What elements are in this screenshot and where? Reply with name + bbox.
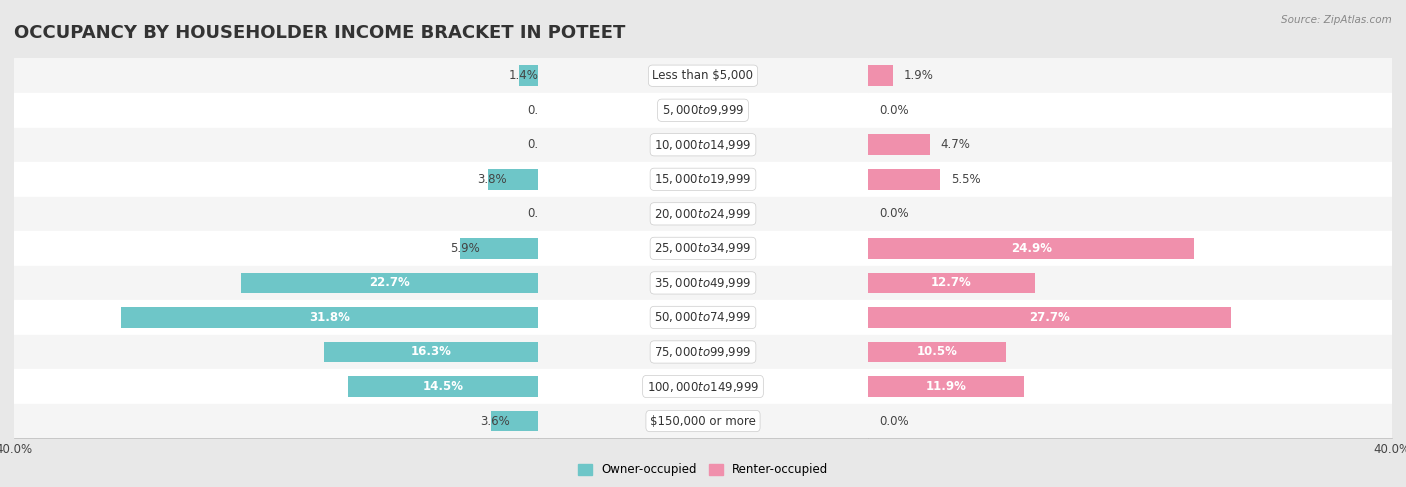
Text: 0.0%: 0.0% [527, 104, 557, 117]
Legend: Owner-occupied, Renter-occupied: Owner-occupied, Renter-occupied [572, 459, 834, 481]
Text: $150,000 or more: $150,000 or more [650, 414, 756, 428]
Text: 12.7%: 12.7% [931, 277, 972, 289]
Bar [869, 65, 893, 86]
Text: 24.9%: 24.9% [1011, 242, 1052, 255]
Bar [14, 128, 537, 162]
Text: $50,000 to $74,999: $50,000 to $74,999 [654, 310, 752, 324]
Bar [869, 300, 1392, 335]
Bar [869, 197, 1392, 231]
Bar [869, 162, 1392, 197]
Text: $15,000 to $19,999: $15,000 to $19,999 [654, 172, 752, 187]
Bar [869, 404, 1392, 438]
Bar [14, 197, 537, 231]
Bar [14, 265, 537, 300]
Text: 5.9%: 5.9% [450, 242, 479, 255]
Text: 3.8%: 3.8% [478, 173, 508, 186]
Bar [869, 128, 1392, 162]
Text: 11.9%: 11.9% [925, 380, 967, 393]
Text: Less than $5,000: Less than $5,000 [652, 69, 754, 82]
Bar [14, 300, 537, 335]
Bar [537, 265, 869, 300]
Bar [488, 169, 537, 189]
Bar [537, 197, 869, 231]
Bar [869, 369, 1392, 404]
Bar [869, 231, 1392, 265]
Text: 27.7%: 27.7% [1029, 311, 1070, 324]
Bar [869, 307, 1230, 328]
Bar [240, 273, 537, 293]
Text: 14.5%: 14.5% [422, 380, 463, 393]
Bar [121, 307, 537, 328]
Text: 0.0%: 0.0% [527, 207, 557, 220]
Text: 0.0%: 0.0% [527, 138, 557, 151]
Text: 5.5%: 5.5% [950, 173, 980, 186]
Bar [537, 369, 869, 404]
Text: $10,000 to $14,999: $10,000 to $14,999 [654, 138, 752, 152]
Bar [14, 404, 537, 438]
Text: 16.3%: 16.3% [411, 345, 451, 358]
Bar [869, 273, 1035, 293]
Bar [325, 341, 537, 362]
Bar [537, 93, 869, 128]
Bar [519, 65, 537, 86]
Bar [869, 93, 1392, 128]
Bar [14, 335, 537, 369]
Text: 3.6%: 3.6% [479, 414, 510, 428]
Text: $75,000 to $99,999: $75,000 to $99,999 [654, 345, 752, 359]
Bar [869, 376, 1024, 397]
Text: 1.4%: 1.4% [509, 69, 538, 82]
Bar [537, 162, 869, 197]
Text: 0.0%: 0.0% [879, 104, 908, 117]
Bar [537, 128, 869, 162]
Bar [869, 134, 929, 155]
Text: 22.7%: 22.7% [368, 277, 409, 289]
Text: $20,000 to $24,999: $20,000 to $24,999 [654, 207, 752, 221]
Bar [491, 411, 537, 431]
Text: 0.0%: 0.0% [879, 207, 908, 220]
Text: $5,000 to $9,999: $5,000 to $9,999 [662, 103, 744, 117]
Text: 4.7%: 4.7% [941, 138, 970, 151]
Text: $100,000 to $149,999: $100,000 to $149,999 [647, 379, 759, 393]
Bar [14, 162, 537, 197]
Text: 31.8%: 31.8% [309, 311, 350, 324]
Bar [869, 238, 1194, 259]
Bar [14, 231, 537, 265]
Bar [347, 376, 537, 397]
Bar [537, 404, 869, 438]
Text: 0.0%: 0.0% [879, 414, 908, 428]
Bar [537, 231, 869, 265]
Bar [14, 93, 537, 128]
Bar [14, 58, 537, 93]
Bar [869, 335, 1392, 369]
Text: Source: ZipAtlas.com: Source: ZipAtlas.com [1281, 15, 1392, 25]
Text: $25,000 to $34,999: $25,000 to $34,999 [654, 242, 752, 255]
Bar [869, 341, 1005, 362]
Text: OCCUPANCY BY HOUSEHOLDER INCOME BRACKET IN POTEET: OCCUPANCY BY HOUSEHOLDER INCOME BRACKET … [14, 24, 626, 42]
Text: $35,000 to $49,999: $35,000 to $49,999 [654, 276, 752, 290]
Bar [14, 369, 537, 404]
Text: 10.5%: 10.5% [917, 345, 957, 358]
Bar [460, 238, 537, 259]
Bar [537, 335, 869, 369]
Bar [869, 58, 1392, 93]
Bar [537, 58, 869, 93]
Bar [869, 169, 941, 189]
Text: 1.9%: 1.9% [904, 69, 934, 82]
Bar [869, 265, 1392, 300]
Bar [537, 300, 869, 335]
